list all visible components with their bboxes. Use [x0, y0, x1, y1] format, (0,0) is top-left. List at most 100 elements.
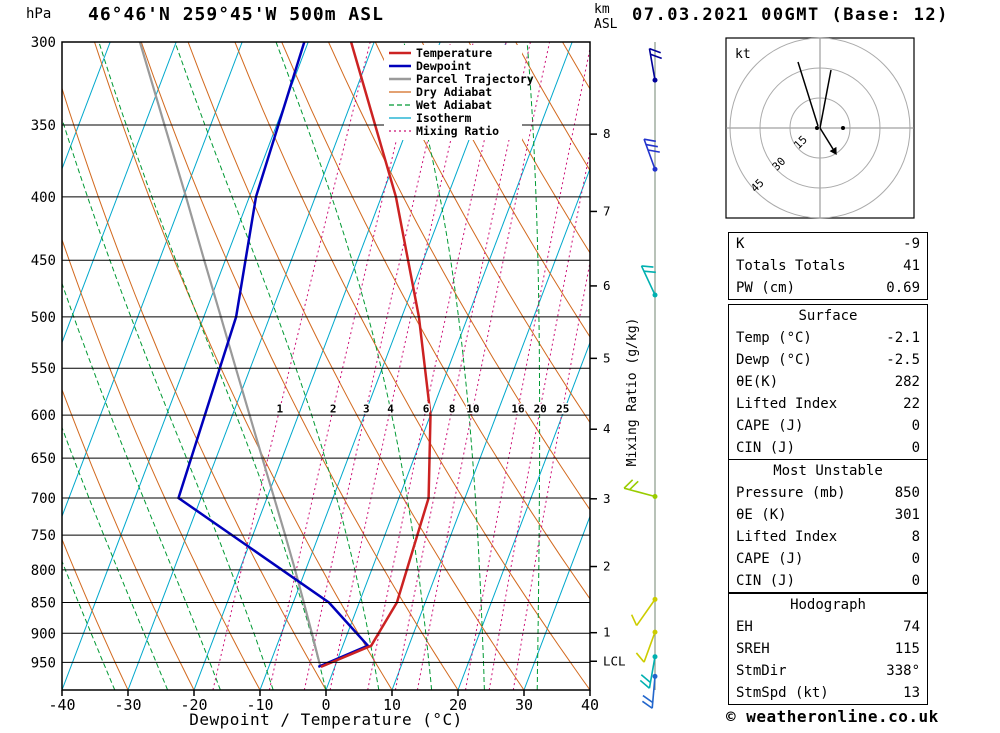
wind-barb — [635, 629, 658, 663]
row-value: 0 — [911, 573, 920, 589]
legend-item: Dewpoint — [389, 59, 471, 73]
run-datetime: 07.03.2021 00GMT (Base: 12) — [632, 5, 949, 25]
mixing-ratio-axis-label: Mixing Ratio (g/kg) — [625, 318, 640, 467]
row-value: 41 — [903, 258, 920, 274]
legend-label: Dry Adiabat — [416, 85, 492, 99]
row-value: 0 — [911, 551, 920, 567]
row-label: StmDir — [736, 663, 787, 679]
legend-item: Dry Adiabat — [389, 85, 492, 99]
row-label: SREH — [736, 641, 770, 657]
pressure-tick-label: 950 — [31, 655, 56, 671]
km-tick-label: 5 — [603, 350, 611, 365]
row-value: 0.69 — [886, 280, 920, 296]
km-tick-label: 2 — [603, 559, 611, 574]
mixing-ratio-value-label: 3 — [363, 403, 370, 416]
row-label: Lifted Index — [736, 529, 838, 545]
wind-barb — [641, 673, 658, 709]
table-row: CIN (J) 0 — [729, 570, 927, 592]
row-value: 8 — [911, 529, 920, 545]
row-label: PW (cm) — [736, 280, 796, 296]
km-tick-label: 1 — [603, 625, 611, 640]
wind-barb-column — [623, 42, 662, 709]
pressure-tick-label: 900 — [31, 626, 56, 642]
parcel-curve — [138, 42, 322, 668]
row-label: CAPE (J) — [736, 418, 804, 434]
legend-item: Isotherm — [389, 111, 471, 125]
indices-panel: K -9 Totals Totals 41 PW (cm) 0.69 — [728, 232, 928, 300]
wind-barb — [630, 596, 658, 627]
km-unit-label: km — [594, 2, 610, 17]
row-label: Dewp (°C) — [736, 352, 812, 368]
pressure-tick-label: 550 — [31, 361, 56, 377]
table-row: PW (cm) 0.69 — [729, 277, 927, 299]
x-axis-title: Dewpoint / Temperature (°C) — [189, 710, 463, 729]
mixing-ratio-value-label: 4 — [387, 403, 394, 416]
table-row: θE(K) 282 — [729, 371, 927, 393]
row-value: 282 — [894, 374, 920, 390]
km-tick-label: 3 — [603, 491, 611, 506]
pressure-gridlines: 300 350 400 450 500 550 600 650 700 750 800 850 900 9… — [31, 35, 590, 671]
row-value: 850 — [894, 485, 920, 501]
table-row: CIN (J) 0 — [729, 437, 927, 459]
row-label: θE(K) — [736, 374, 779, 390]
legend-label: Wet Adiabat — [416, 98, 492, 112]
wind-barb — [623, 479, 658, 499]
row-label: Temp (°C) — [736, 330, 812, 346]
row-value: -9 — [903, 236, 920, 252]
mixing-ratio-value-label: 8 — [449, 403, 456, 416]
pressure-tick-label: 750 — [31, 528, 56, 544]
legend-label: Dewpoint — [416, 59, 471, 73]
table-row: Lifted Index 8 — [729, 526, 927, 548]
km-tick-label: 8 — [603, 126, 611, 141]
pressure-tick-label: 300 — [31, 35, 56, 51]
table-row: StmDir 338° — [729, 660, 927, 682]
pressure-tick-label: 700 — [31, 491, 56, 507]
storm-motion-arrowhead — [829, 146, 837, 155]
mixing-ratio-value-labels: 1 2 3 4 6 8 10 16 20 25 — [275, 401, 571, 417]
x-tick-label: 10 — [383, 696, 401, 714]
mixing-ratio-value-label: 1 — [277, 403, 284, 416]
wind-barb — [640, 265, 658, 298]
legend-item: Parcel Trajectory — [389, 72, 534, 86]
hodograph-dot — [841, 126, 845, 130]
table-row: StmSpd (kt) 13 — [729, 682, 927, 704]
pressure-tick-label: 350 — [31, 118, 56, 134]
row-value: 0 — [911, 418, 920, 434]
panel-title: Surface — [798, 308, 858, 324]
asl-unit-label: ASL — [594, 17, 618, 32]
x-tick-label: -40 — [48, 696, 75, 714]
row-value: 338° — [886, 663, 920, 679]
table-row: Pressure (mb) 850 — [729, 482, 927, 504]
mixing-ratio-value-label: 20 — [534, 403, 547, 416]
hodograph-ring — [789, 97, 851, 159]
panel-title: Most Unstable — [773, 463, 883, 479]
row-label: StmSpd (kt) — [736, 685, 829, 701]
legend-item: Temperature — [389, 46, 492, 60]
legend-label: Mixing Ratio — [416, 124, 499, 138]
mixing-ratio-value-label: 25 — [556, 403, 569, 416]
x-tick-label: 20 — [449, 696, 467, 714]
storm-motion-arrow — [819, 127, 834, 150]
row-value: 301 — [894, 507, 920, 523]
hodograph-trace — [797, 61, 819, 127]
most-unstable-panel: Most Unstable Pressure (mb) 850 θE (K) 301 Li… — [728, 459, 928, 593]
km-axis: 8 7 6 5 4 3 2 1 LCL — [590, 126, 626, 668]
legend-label: Parcel Trajectory — [416, 72, 534, 86]
row-label: CIN (J) — [736, 573, 796, 589]
legend-label: Temperature — [416, 46, 492, 60]
hodograph-unit-label: kt — [735, 47, 751, 62]
altitude-axis-unit: km ASL — [594, 2, 617, 32]
table-row: CAPE (J) 0 — [729, 415, 927, 437]
wind-barb — [648, 47, 662, 83]
row-label: Lifted Index — [736, 396, 838, 412]
row-value: 74 — [903, 619, 920, 635]
x-tick-label: -20 — [180, 696, 207, 714]
hodograph-ring — [729, 37, 911, 219]
table-row: θE (K) 301 — [729, 504, 927, 526]
table-row: K -9 — [729, 233, 927, 255]
hodograph-ring — [759, 67, 881, 189]
x-tick-label: 0 — [321, 696, 330, 714]
